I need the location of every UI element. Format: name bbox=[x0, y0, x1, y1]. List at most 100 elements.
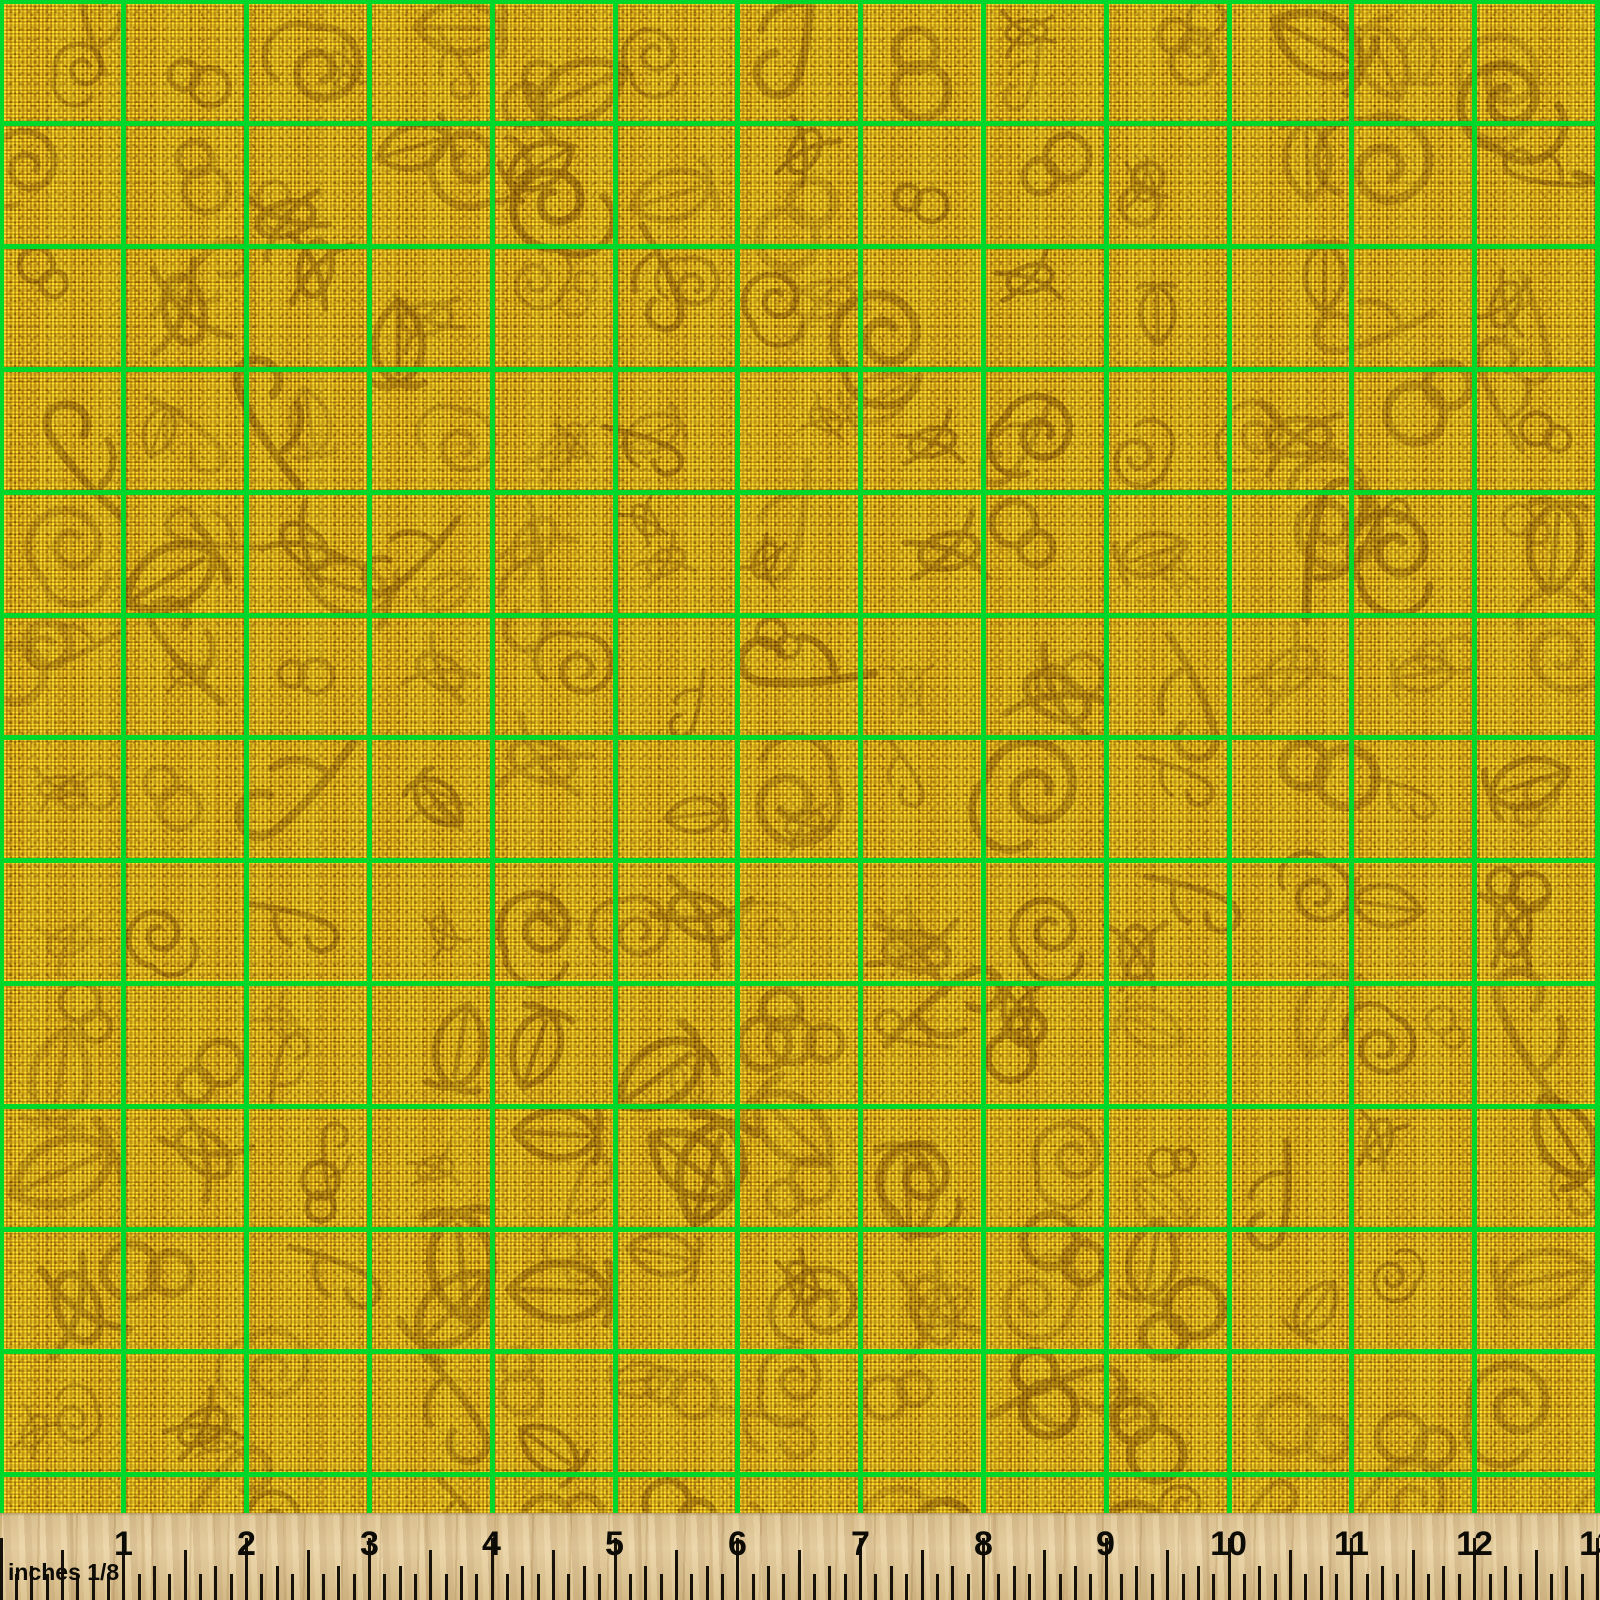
ruler-tick bbox=[1411, 1550, 1415, 1600]
ruler-tick bbox=[889, 1566, 893, 1600]
ruler-tick bbox=[751, 1574, 755, 1600]
ruler-tick bbox=[1473, 1538, 1477, 1600]
ruler-tick bbox=[981, 1538, 985, 1600]
ruler-numeral-1: 1 bbox=[114, 1525, 133, 1563]
ruler-tick bbox=[567, 1574, 571, 1600]
ruler-numeral-6: 6 bbox=[728, 1525, 747, 1563]
ruler-tick bbox=[1028, 1574, 1031, 1600]
ruler-tick bbox=[14, 1574, 18, 1600]
ruler-tick bbox=[536, 1574, 540, 1600]
ruler-tick bbox=[1258, 1566, 1262, 1600]
ruler-numeral-10: 10 bbox=[1210, 1525, 1247, 1563]
ruler-tick bbox=[183, 1550, 187, 1600]
ruler-tick bbox=[1043, 1550, 1047, 1600]
ruler-tick bbox=[935, 1574, 939, 1600]
ruler-tick bbox=[398, 1566, 402, 1600]
ruler-tick bbox=[1549, 1574, 1553, 1600]
ruler-unit-label: inches 1/8 bbox=[8, 1559, 120, 1585]
ruler-tick bbox=[1089, 1574, 1093, 1600]
fabric-swatch bbox=[0, 0, 1600, 1513]
ruler-tick bbox=[122, 1538, 126, 1600]
ruler-tick bbox=[966, 1574, 970, 1600]
ruler-tick bbox=[1242, 1574, 1246, 1600]
ruler-tick bbox=[383, 1574, 387, 1600]
ruler-tick bbox=[1457, 1574, 1461, 1600]
ruler-tick bbox=[1335, 1574, 1338, 1600]
ruler-tick bbox=[1580, 1574, 1584, 1600]
ruler-tick bbox=[1565, 1566, 1569, 1600]
ruler-tick bbox=[905, 1574, 909, 1600]
ruler-top-edge-shadow bbox=[0, 1513, 1600, 1516]
ruler-tick bbox=[598, 1574, 602, 1600]
ruler-numeral-5: 5 bbox=[605, 1525, 624, 1563]
ruler-tick bbox=[337, 1566, 341, 1600]
ruler-tick bbox=[1104, 1538, 1108, 1600]
ruler-tick bbox=[1227, 1538, 1231, 1600]
ruler-tick bbox=[1442, 1566, 1446, 1600]
ruler-tick bbox=[1381, 1566, 1384, 1600]
ruler-numeral-3: 3 bbox=[360, 1525, 379, 1563]
ruler-numeral-13: 13 bbox=[1579, 1525, 1600, 1563]
ruler-tick bbox=[859, 1538, 863, 1600]
ruler-tick bbox=[429, 1550, 433, 1600]
ruler-tick bbox=[1288, 1550, 1292, 1600]
ruler-tick bbox=[1519, 1574, 1523, 1600]
ruler-tick bbox=[1534, 1550, 1538, 1600]
ruler-tick bbox=[690, 1574, 694, 1600]
ruler-tick bbox=[1166, 1550, 1170, 1600]
ruler-tick bbox=[76, 1574, 80, 1600]
ruler-tick bbox=[582, 1566, 586, 1600]
ruler-tick bbox=[260, 1574, 264, 1600]
ruler-numeral-2: 2 bbox=[237, 1525, 256, 1563]
ruler-tick bbox=[1012, 1566, 1016, 1600]
ruler-tick bbox=[1488, 1574, 1492, 1600]
ruler-numeral-8: 8 bbox=[974, 1525, 993, 1563]
ruler-tick bbox=[0, 1538, 3, 1600]
ruler-tick bbox=[306, 1550, 310, 1600]
ruler-tick bbox=[828, 1566, 832, 1600]
ruler-tick bbox=[1595, 1538, 1599, 1600]
ruler-tick bbox=[552, 1550, 556, 1600]
ruler-tick bbox=[245, 1538, 249, 1600]
ruler-tick bbox=[659, 1574, 663, 1600]
ruler-tick bbox=[153, 1566, 156, 1600]
ruler-tick bbox=[1350, 1538, 1354, 1600]
ruler-numeral-11: 11 bbox=[1334, 1525, 1369, 1563]
ruler-tick bbox=[521, 1566, 525, 1600]
ruler-tick bbox=[613, 1538, 617, 1600]
ruler-tick bbox=[1181, 1574, 1185, 1600]
ruler-numeral-9: 9 bbox=[1096, 1525, 1115, 1563]
ruler-tick bbox=[1304, 1574, 1308, 1600]
ruler-tick bbox=[107, 1574, 110, 1600]
ruler-tick bbox=[1365, 1574, 1369, 1600]
ruler-tick bbox=[920, 1550, 924, 1600]
ruler-tick bbox=[1212, 1574, 1216, 1600]
ruler-tick bbox=[997, 1574, 1001, 1600]
ruler-tick bbox=[45, 1574, 49, 1600]
ruler-numeral-7: 7 bbox=[851, 1525, 870, 1563]
ruler-tick bbox=[1120, 1574, 1123, 1600]
ruler-numeral-4: 4 bbox=[482, 1525, 501, 1563]
ruler-tick bbox=[1273, 1574, 1277, 1600]
ruler-tick bbox=[367, 1538, 371, 1600]
ruler-tick bbox=[60, 1550, 64, 1600]
ruler-tick bbox=[475, 1574, 479, 1600]
ruler-tick bbox=[813, 1574, 816, 1600]
ruler-tick bbox=[30, 1566, 34, 1600]
ruler-tick bbox=[214, 1566, 218, 1600]
ruler-tick bbox=[1396, 1574, 1400, 1600]
ruler-tick bbox=[321, 1574, 325, 1600]
ruler-tick bbox=[674, 1550, 678, 1600]
ruler-tick bbox=[444, 1574, 448, 1600]
ruler-tick bbox=[1135, 1566, 1139, 1600]
ruler-tick bbox=[275, 1566, 279, 1600]
ruler-tick bbox=[1058, 1574, 1062, 1600]
ruler-tick bbox=[506, 1574, 510, 1600]
ruler-tick bbox=[1074, 1566, 1077, 1600]
ruler-tick bbox=[413, 1574, 417, 1600]
ruler-tick bbox=[767, 1566, 770, 1600]
wooden-ruler: 12345678910111213 inches 1/8 bbox=[0, 1513, 1600, 1600]
ruler-tick bbox=[628, 1574, 632, 1600]
ruler-tick bbox=[797, 1550, 801, 1600]
